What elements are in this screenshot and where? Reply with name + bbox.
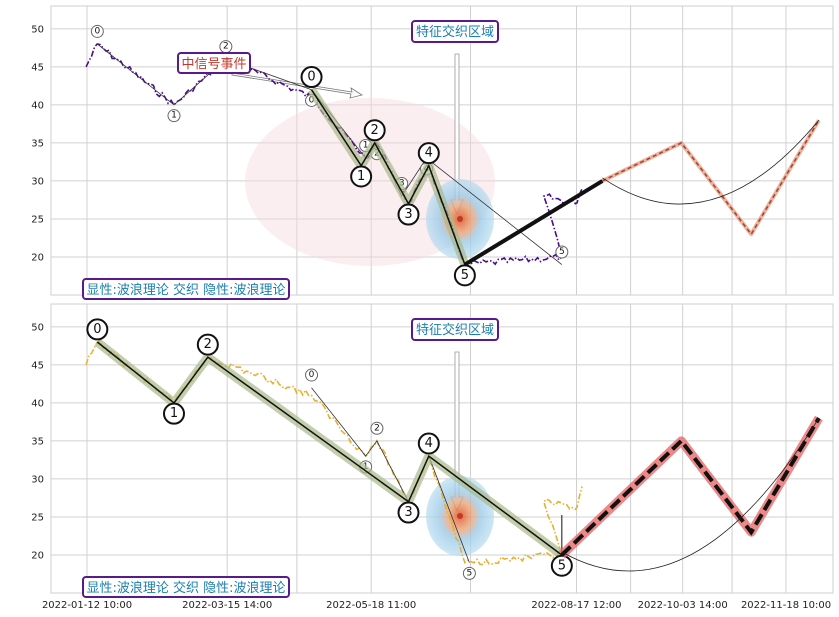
wave-label: 5	[461, 268, 469, 283]
y-tick-label: 25	[31, 214, 44, 225]
y-tick-label: 40	[31, 398, 44, 409]
x-tick-label: 2022-10-03 14:00	[638, 600, 728, 611]
wave-label: 2	[374, 423, 380, 433]
projection-top	[463, 119, 821, 267]
feature-box-top: 特征交织区域	[411, 20, 499, 43]
projection-line	[560, 417, 821, 557]
y-tick-label: 25	[31, 512, 44, 523]
wave-label: 1	[357, 169, 365, 184]
wave-label-circle	[417, 142, 440, 165]
wave-label: 1	[171, 111, 177, 121]
y-ticks-top: 20 25 30 35 40 45 50	[31, 24, 44, 263]
wave-label: 0	[307, 70, 315, 85]
wave-label: 5	[558, 558, 566, 573]
wave-label: 4	[425, 436, 433, 451]
wave-label: 0	[309, 95, 315, 105]
feature-box-bottom: 特征交织区域	[411, 318, 499, 341]
wave-label: 3	[404, 505, 412, 520]
y-tick-label: 35	[31, 436, 44, 447]
wave-label: 5	[467, 568, 473, 578]
wave-label-circle	[462, 566, 476, 580]
wave-label: 3	[404, 207, 412, 222]
bottom-box-bottom-label: 显性:波浪理论 交织 隐性:波浪理论	[86, 580, 285, 596]
y-tick-label: 30	[31, 176, 44, 187]
feature-dot-top	[457, 216, 463, 222]
wave-line	[310, 89, 466, 265]
projection-bottom	[558, 415, 823, 572]
y-tick-label: 45	[31, 62, 44, 73]
wave-label-circle	[90, 24, 104, 38]
bottom-box-bottom: 显性:波浪理论 交织 隐性:波浪理论	[82, 576, 290, 598]
y-tick-label: 45	[31, 360, 44, 371]
wave-label-circle	[305, 368, 319, 382]
wave-label-circle	[363, 119, 386, 142]
wave-label-circle	[555, 245, 569, 259]
wave-label: 4	[425, 146, 433, 161]
trend-line	[463, 179, 604, 267]
feature-box-bottom-label: 特征交织区域	[416, 322, 494, 338]
wave-label-circle	[162, 402, 185, 425]
wave-label-circle	[370, 421, 384, 435]
bottom-box-top-label: 显性:波浪理论 交织 隐性:波浪理论	[86, 282, 285, 298]
wave-label-circle	[196, 333, 219, 356]
wave-label: 5	[559, 247, 565, 257]
y-tick-label: 50	[31, 322, 44, 333]
wave-label: 0	[94, 26, 100, 36]
wave-label: 1	[170, 406, 178, 421]
wave-label: 0	[93, 322, 101, 337]
wave-line-thin	[311, 387, 470, 563]
y-tick-label: 40	[31, 100, 44, 111]
y-tick-label: 35	[31, 138, 44, 149]
x-tick-label: 2022-01-12 10:00	[42, 600, 132, 611]
wave-label-circle	[397, 501, 420, 524]
x-tick-label: 2022-03-15 14:00	[182, 600, 272, 611]
wave-label: 0	[309, 370, 315, 380]
projection-line	[602, 119, 820, 236]
wave-label: 2	[204, 337, 212, 352]
wave-label-circle	[350, 165, 373, 188]
wave-label: 1	[363, 141, 369, 151]
bottom-box-top: 显性:波浪理论 交织 隐性:波浪理论	[82, 278, 290, 300]
x-ticks: 2022-01-12 10:00 2022-03-15 14:00 2022-05-…	[42, 600, 831, 611]
y-tick-label: 50	[31, 24, 44, 35]
projection-arc	[561, 417, 820, 572]
x-tick-label: 2022-08-17 12:00	[531, 600, 621, 611]
y-tick-label: 20	[31, 550, 44, 561]
wave-label-circle	[417, 432, 440, 455]
wave-label-circle	[550, 554, 573, 577]
feature-box-top-label: 特征交织区域	[416, 24, 494, 40]
wave-label: 2	[371, 123, 379, 138]
event-box-label: 中信号事件	[181, 57, 246, 72]
projection-arc	[602, 119, 820, 205]
y-tick-label: 30	[31, 474, 44, 485]
y-tick-label: 20	[31, 252, 44, 263]
wave-label-circle	[453, 264, 476, 287]
wave-label: 2	[223, 42, 229, 52]
wave-label-circle	[86, 318, 109, 341]
wave-label-circle	[167, 109, 181, 123]
x-tick-label: 2022-11-18 10:00	[741, 600, 831, 611]
wave-label-circle	[397, 203, 420, 226]
event-arrow	[231, 72, 364, 99]
wave-line	[96, 341, 563, 556]
event-box: 中信号事件	[177, 52, 251, 74]
y-ticks-bottom: 20 25 30 35 40 45 50	[31, 322, 44, 561]
x-tick-label: 2022-05-18 11:00	[326, 600, 416, 611]
wave-label-circle	[300, 66, 323, 89]
feature-dot-bottom	[457, 513, 463, 519]
